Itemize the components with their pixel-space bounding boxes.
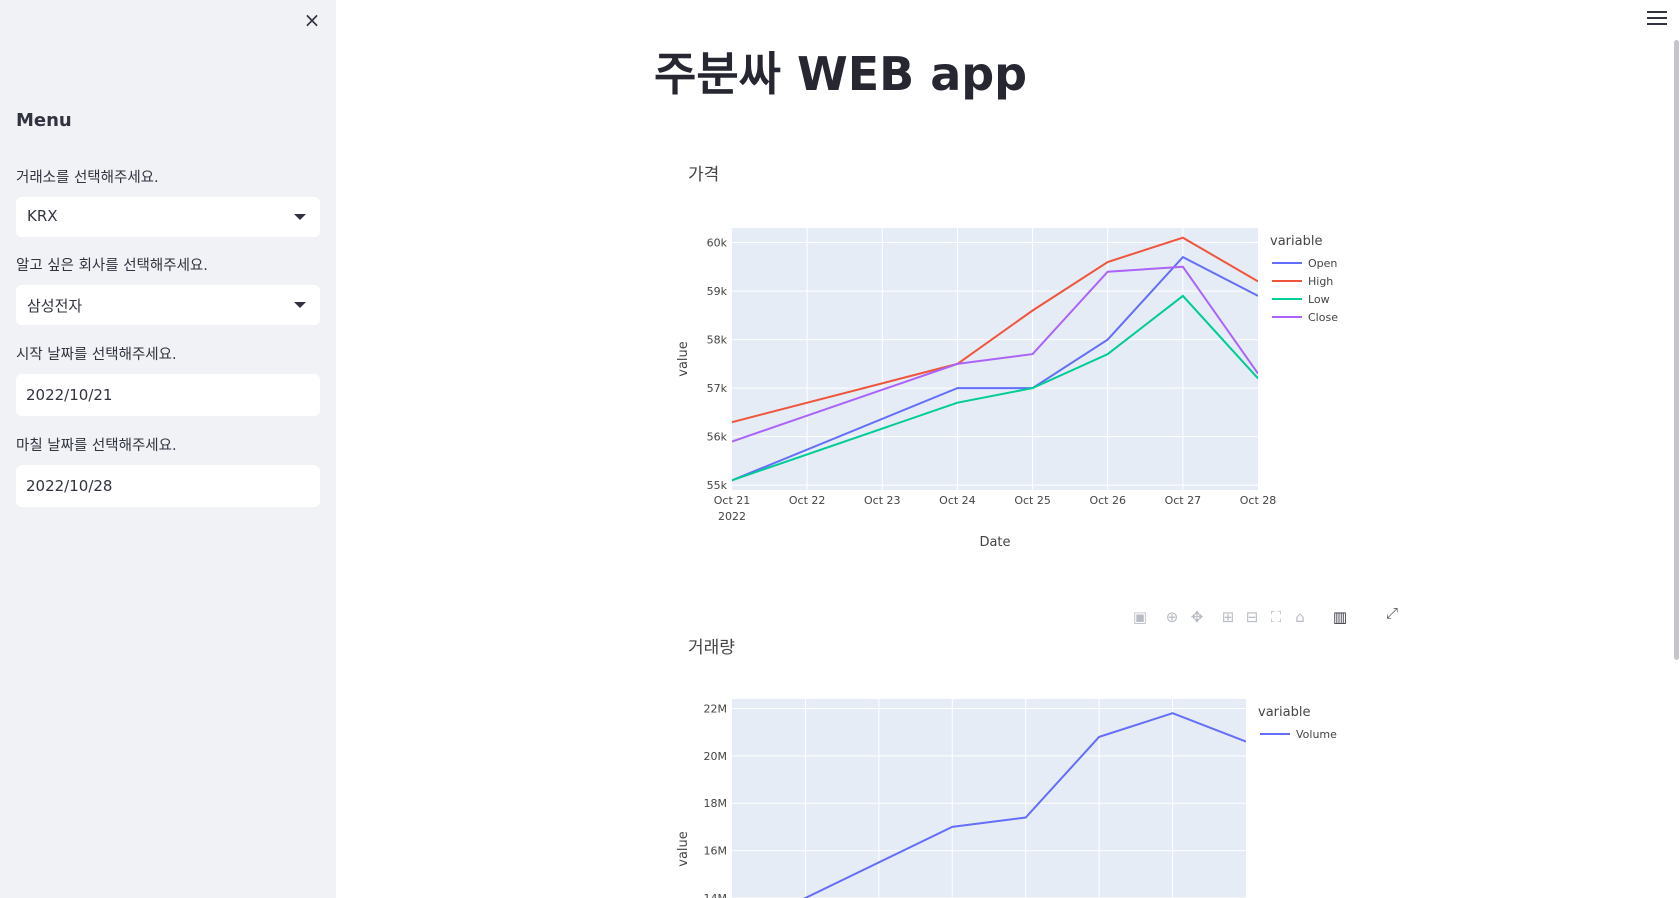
scrollbar[interactable] [1674,40,1679,660]
plotly-logo-icon[interactable]: ▥ [1332,608,1348,626]
volume-chart[interactable]: 14M 16M 18M 20M 22M value variable Volume [660,690,1360,898]
series-line-open [732,255,1258,482]
chevron-down-icon [294,214,306,220]
y-tick-label: 57k [707,382,728,395]
y-tick-label: 55k [707,479,728,492]
x-tick-label: Oct 24 [939,494,976,507]
price-section-title: 가격 [688,165,720,185]
y-tick-label: 56k [707,431,728,444]
series-line-volume [803,712,1246,898]
close-sidebar-icon[interactable]: × [303,8,321,32]
start-date-label: 시작 날짜를 선택해주세요. [16,347,177,363]
y-tick-label: 18M [704,797,728,810]
end-date-input[interactable] [16,465,320,507]
y-tick-label: 20M [704,750,728,763]
camera-icon[interactable]: ▣ [1132,608,1148,626]
x-tick-label: Oct 25 [1014,494,1051,507]
series-line-low [732,294,1258,482]
company-label: 알고 싶은 회사를 선택해주세요. [16,258,208,274]
chevron-down-icon [294,302,306,308]
company-select[interactable]: 삼성전자 [16,285,320,325]
chart-toolbar: ▣ ⊕ ✥ ⊞ ⊟ ⛶ ⌂ ▥ ⤢ [1130,604,1400,631]
page-title: 주분싸 WEB app [654,47,1028,101]
y-axis-label: value [676,831,691,867]
zoom-in-icon[interactable]: ⊞ [1221,608,1235,626]
x-tick-label: Oct 21 [714,494,751,507]
volume-section-title: 거래량 [688,638,735,658]
x-tick-label: Oct 26 [1089,494,1126,507]
end-date-label: 마칠 날짜를 선택해주세요. [16,438,177,454]
exchange-select-value: KRX [27,207,58,225]
legend-item: High [1308,275,1333,288]
reset-axes-icon[interactable]: ⌂ [1295,608,1305,626]
y-tick-label: 16M [704,845,728,858]
y-tick-label: 60k [707,237,728,250]
x-axis-label: Date [979,535,1010,550]
price-chart[interactable]: 55k 56k 57k 58k 59k 60k Oct 21 Oct 22 Oct 23 Oct … [660,216,1360,566]
legend-title: variable [1270,234,1322,249]
legend-item: Low [1308,293,1330,306]
y-tick-label: 58k [707,334,728,347]
y-tick-label: 59k [707,285,728,298]
y-tick-label: 22M [704,702,728,715]
series-line-high [732,236,1258,424]
legend-item: Open [1308,257,1337,270]
autoscale-icon[interactable]: ⛶ [1270,608,1282,626]
legend-item: Close [1308,311,1338,324]
series-line-close [732,265,1258,443]
x-tick-label: Oct 28 [1240,494,1277,507]
expand-icon[interactable]: ⤢ [1385,604,1398,622]
zoom-icon[interactable]: ⊕ [1165,608,1179,626]
hamburger-menu-icon[interactable] [1647,11,1667,27]
start-date-input[interactable] [16,374,320,416]
plot-area [732,699,1246,898]
x-tick-label: Oct 22 [789,494,826,507]
menu-heading: Menu [16,110,72,131]
pan-icon[interactable]: ✥ [1190,608,1204,626]
y-tick-label: 14M [704,892,728,898]
x-tick-label: Oct 23 [864,494,901,507]
x-tick-label: Oct 27 [1165,494,1202,507]
legend-item: Volume [1296,728,1337,741]
exchange-select[interactable]: KRX [16,197,320,237]
exchange-label: 거래소를 선택해주세요. [16,170,159,186]
sidebar: × Menu 거래소를 선택해주세요. KRX 알고 싶은 회사를 선택해주세요… [0,0,336,898]
zoom-out-icon[interactable]: ⊟ [1245,608,1259,626]
company-select-value: 삼성전자 [27,297,83,315]
legend-title: variable [1258,705,1310,720]
x-tick-year-label: 2022 [718,510,746,523]
y-axis-label: value [676,341,691,377]
